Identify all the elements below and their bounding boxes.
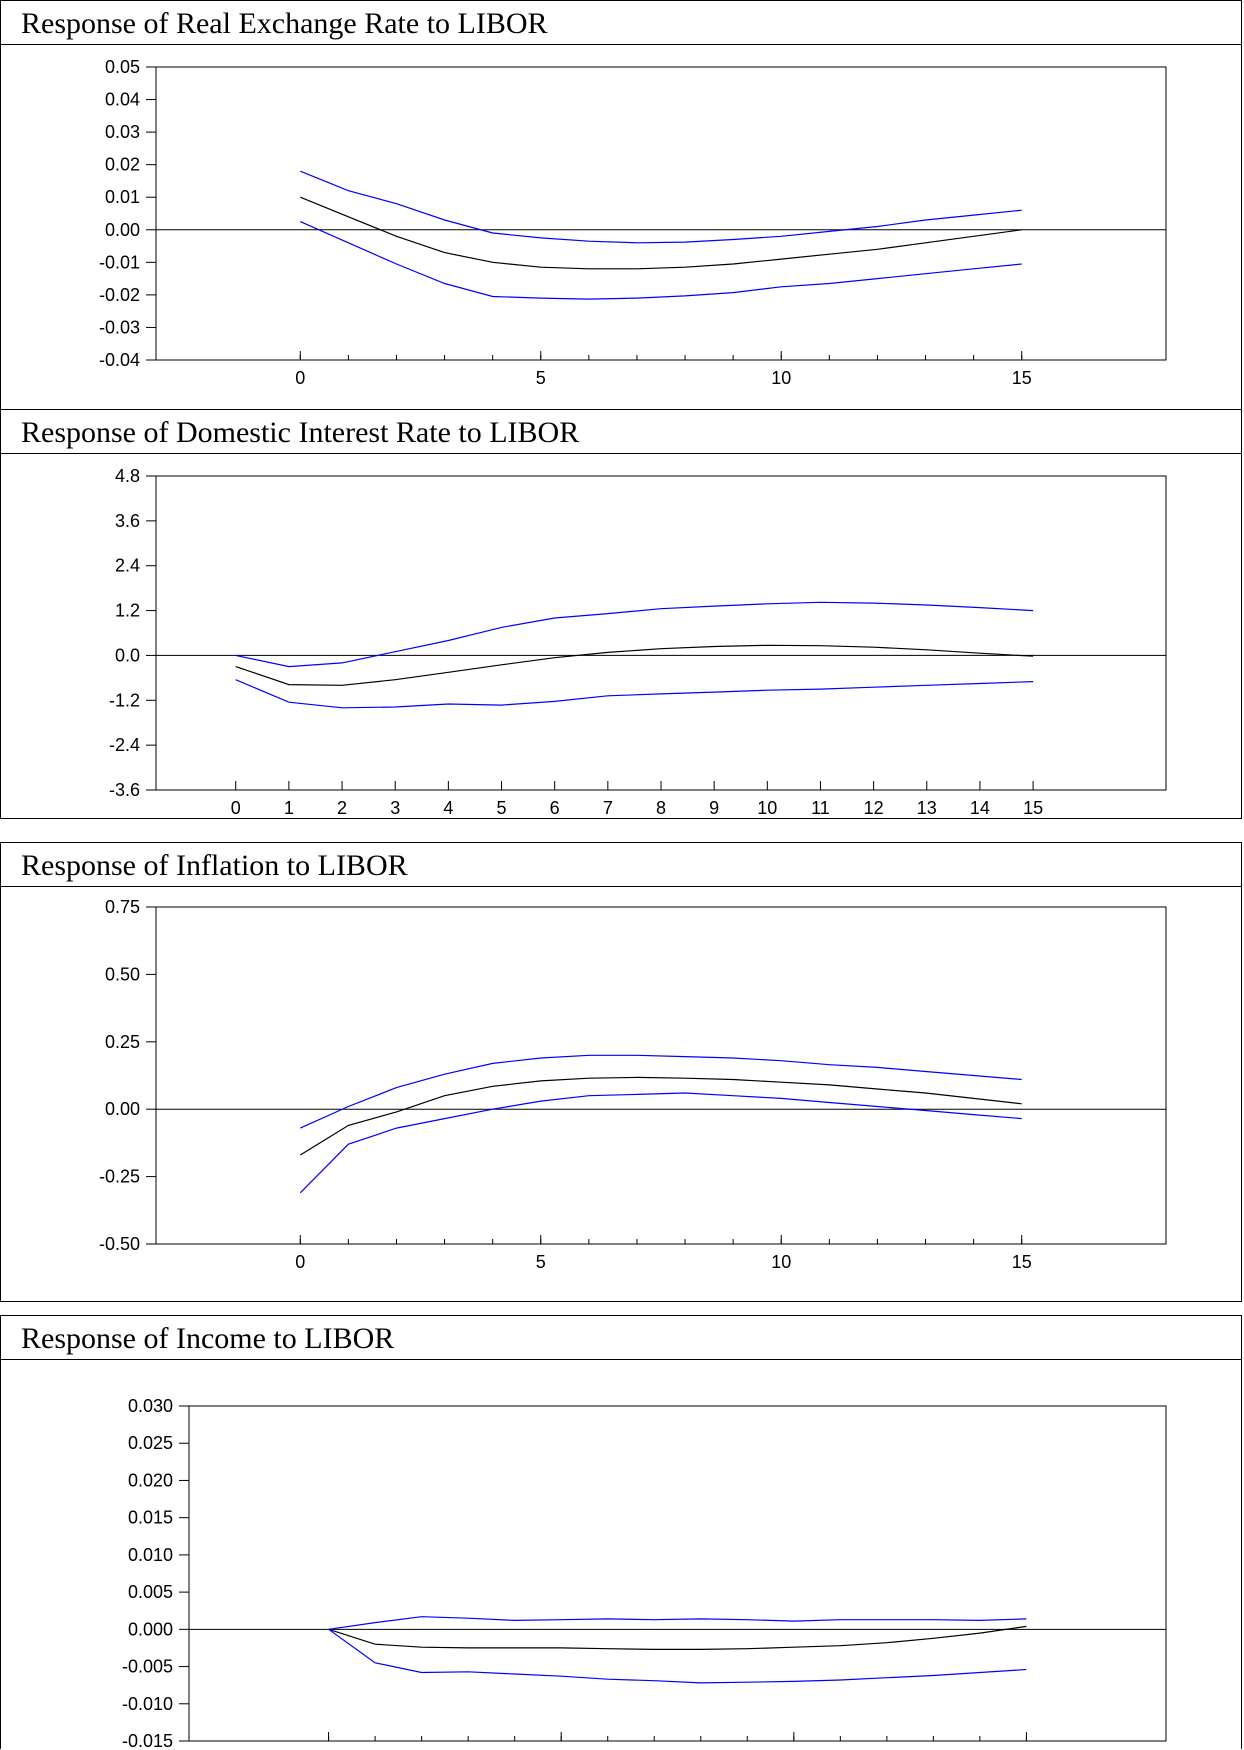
x-tick-label: 1 xyxy=(284,798,294,818)
x-tick-label: 2 xyxy=(337,798,347,818)
y-tick-label: -0.010 xyxy=(122,1694,173,1714)
chart-title: Response of Inflation to LIBOR xyxy=(21,849,408,882)
y-tick-label: -0.25 xyxy=(99,1167,140,1187)
y-tick-label: -0.04 xyxy=(99,350,140,370)
y-tick-label: 2.4 xyxy=(115,556,140,576)
chart-title-bar: Response of Domestic Interest Rate to LI… xyxy=(1,410,1241,454)
chart-title: Response of Income to LIBOR xyxy=(21,1322,395,1355)
y-tick-label: 0.030 xyxy=(128,1396,173,1416)
x-tick-label: 4 xyxy=(443,798,453,818)
y-tick-label: 4.8 xyxy=(115,466,140,486)
y-tick-label: 0.25 xyxy=(105,1032,140,1052)
x-tick-label: 11 xyxy=(811,798,830,818)
chart-title: Response of Real Exchange Rate to LIBOR xyxy=(21,7,548,40)
plot-frame xyxy=(155,906,1167,1245)
x-tick-label: 10 xyxy=(757,798,777,818)
x-tick-label: 5 xyxy=(536,368,546,388)
y-tick-label: -0.03 xyxy=(99,317,140,337)
y-tick-label: -0.50 xyxy=(99,1234,140,1254)
y-tick-label: -0.005 xyxy=(122,1657,173,1677)
x-tick-label: 10 xyxy=(771,1252,791,1272)
plot-frame xyxy=(155,66,1167,361)
y-tick-label: 1.2 xyxy=(115,601,140,621)
y-tick-label: 0.00 xyxy=(105,1099,140,1119)
y-tick-label: 0.015 xyxy=(128,1508,173,1528)
y-tick-label: 0.02 xyxy=(105,155,140,175)
y-tick-label: -2.4 xyxy=(109,735,140,755)
y-tick-label: -3.6 xyxy=(109,780,140,800)
chart-panel-real-exchange-rate: Response of Real Exchange Rate to LIBOR … xyxy=(0,0,1242,410)
x-tick-label: 5 xyxy=(536,1252,546,1272)
chart-panel-income: Response of Income to LIBOR -0.015 -0.010… xyxy=(0,1315,1242,1750)
y-tick-label: 0.0 xyxy=(115,645,140,665)
x-tick-label: 0 xyxy=(231,798,241,818)
response-line xyxy=(328,1625,1027,1650)
y-tick-label: 0.05 xyxy=(105,57,140,77)
lower-band-line xyxy=(300,221,1022,300)
x-tick-label: 7 xyxy=(603,798,613,818)
chart-plot: -0.04 -0.03 -0.02 -0.01 0.00 0.01 0.02 0.03 0.04… xyxy=(99,57,1167,388)
plot-frame xyxy=(155,475,1167,791)
lower-band-line xyxy=(299,1092,1022,1194)
y-tick-label: -0.02 xyxy=(99,285,140,305)
x-tick-label: 14 xyxy=(970,798,990,818)
y-tick-label: 0.005 xyxy=(128,1582,173,1602)
chart-panel-domestic-interest-rate: Response of Domestic Interest Rate to LI… xyxy=(0,409,1242,819)
chart-title-bar: Response of Real Exchange Rate to LIBOR xyxy=(1,1,1241,45)
chart-title-bar: Response of Inflation to LIBOR xyxy=(1,843,1241,887)
y-tick-label: -1.2 xyxy=(109,690,140,710)
y-tick-label: -0.01 xyxy=(99,252,140,272)
x-tick-label: 6 xyxy=(550,798,560,818)
chart-title: Response of Domestic Interest Rate to LI… xyxy=(21,416,580,449)
x-tick-label: 15 xyxy=(1023,798,1043,818)
chart-plot: -3.6-2.4-1.20.01.22.43.64.80 1 2 3 4 5 6 7 8 9 10 1… xyxy=(109,466,1167,818)
x-tick-label: 15 xyxy=(1012,368,1032,388)
chart-plot: -0.015 -0.010 -0.005 0.000 0.005 0.010 0.015 0.… xyxy=(122,1396,1167,1750)
x-tick-label: 10 xyxy=(771,368,791,388)
x-tick-label: 15 xyxy=(1012,1252,1032,1272)
upper-band-line xyxy=(235,601,1034,668)
response-line xyxy=(300,196,1022,270)
y-tick-label: 0.025 xyxy=(128,1433,173,1453)
y-tick-label: 0.04 xyxy=(105,90,140,110)
response-line xyxy=(235,644,1034,686)
x-tick-label: 5 xyxy=(497,798,507,818)
x-tick-label: 0 xyxy=(295,368,305,388)
y-tick-label: 0.020 xyxy=(128,1470,173,1490)
y-tick-label: 0.50 xyxy=(105,964,140,984)
chart-panel-inflation: Response of Inflation to LIBOR -0.50 -0.2… xyxy=(0,842,1242,1302)
x-tick-label: 3 xyxy=(390,798,400,818)
chart-plot: -0.50 -0.25 0.00 0.25 0.50 0.75 0 5 10 15 xyxy=(99,897,1167,1272)
x-tick-label: 12 xyxy=(864,798,884,818)
plot-frame xyxy=(188,1405,1167,1742)
response-line xyxy=(299,1076,1022,1156)
chart-title-bar: Response of Income to LIBOR xyxy=(1,1316,1241,1360)
y-tick-label: 0.03 xyxy=(105,122,140,142)
y-tick-label: 0.000 xyxy=(128,1619,173,1639)
y-tick-label: 0.010 xyxy=(128,1545,173,1565)
y-tick-label: 0.75 xyxy=(105,897,140,917)
x-tick-label: 0 xyxy=(295,1252,305,1272)
y-tick-label: 0.01 xyxy=(105,187,140,207)
x-tick-label: 8 xyxy=(656,798,666,818)
upper-band-line xyxy=(328,1616,1027,1630)
x-tick-label: 13 xyxy=(917,798,937,818)
upper-band-line xyxy=(300,1054,1022,1129)
x-tick-label: 9 xyxy=(709,798,719,818)
y-tick-label: 3.6 xyxy=(115,511,140,531)
y-tick-label: -0.015 xyxy=(122,1731,173,1750)
lower-band-line xyxy=(235,679,1034,709)
y-tick-label: 0.00 xyxy=(105,220,140,240)
lower-band-line xyxy=(328,1628,1027,1684)
upper-band-line xyxy=(300,170,1022,244)
